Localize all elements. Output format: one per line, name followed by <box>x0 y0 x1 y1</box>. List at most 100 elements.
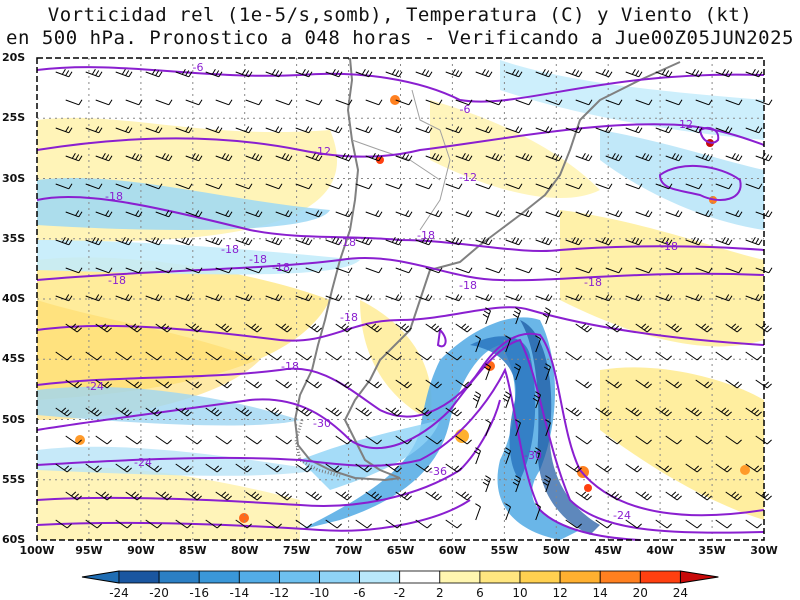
wind-barb <box>425 435 442 445</box>
wind-barb <box>715 294 733 302</box>
wind-barb <box>185 99 203 106</box>
lat-tick-label: 40S <box>2 292 26 305</box>
wind-barb <box>513 363 521 381</box>
wind-barb <box>265 183 283 190</box>
wind-barb <box>685 69 703 78</box>
wind-barb <box>205 294 223 302</box>
colorbar-tick-label: -16 <box>189 586 209 600</box>
wind-barb <box>305 267 323 274</box>
contour-label: -24 <box>86 380 104 393</box>
wind-barb <box>545 210 563 218</box>
wind-barb <box>655 237 673 246</box>
wind-barb <box>505 237 523 246</box>
wind-barb <box>715 69 733 78</box>
wind-barb <box>685 294 703 302</box>
wind-barb <box>305 379 322 389</box>
wind-barb <box>665 491 682 501</box>
wind-barb <box>295 463 312 473</box>
wind-barb <box>185 323 202 333</box>
wind-barb <box>145 237 163 246</box>
contour-label: -6 <box>460 103 471 116</box>
wind-barb <box>425 210 443 218</box>
wind-barb <box>175 69 193 78</box>
wind-barb <box>635 99 653 106</box>
wind-barb <box>325 519 342 529</box>
wind-barb <box>695 323 712 333</box>
wind-barb <box>355 407 372 417</box>
wind-barb <box>485 419 491 437</box>
colorbar-swatch <box>158 570 200 584</box>
wind-barb <box>365 379 382 389</box>
wind-barb <box>95 379 112 389</box>
wind-barb <box>145 183 163 190</box>
wind-barb <box>295 407 312 417</box>
wind-barb <box>325 69 343 78</box>
wind-barb <box>275 267 293 274</box>
wind-barb <box>755 99 773 106</box>
wind-barb <box>325 407 342 417</box>
contour-label: -18 <box>105 190 123 203</box>
wind-barb <box>305 210 323 218</box>
wind-barb <box>385 407 402 417</box>
wind-barb <box>745 519 762 529</box>
wind-barb <box>85 183 103 190</box>
wind-barb <box>125 153 143 162</box>
colorbar-tick-label: 2 <box>435 586 444 600</box>
wind-barb <box>155 210 173 218</box>
wind-barb <box>295 183 313 190</box>
wind-barb <box>95 153 113 162</box>
wind-barb <box>595 294 613 302</box>
wind-barb <box>95 323 112 333</box>
wind-barb <box>665 435 682 445</box>
colorbar-tick-label: -12 <box>269 586 290 600</box>
wind-barb <box>655 183 673 190</box>
wind-barb <box>535 503 541 521</box>
colorbar-tick-label: 12 <box>552 586 568 600</box>
contour-label: -36 <box>429 465 447 478</box>
wind-barb <box>365 491 382 501</box>
wind-barb <box>415 463 432 473</box>
wind-barb <box>445 126 463 134</box>
wind-barb <box>125 99 143 106</box>
wind-barb <box>295 294 313 302</box>
wind-barb <box>415 294 433 302</box>
wind-barb <box>605 99 623 106</box>
wind-barb <box>695 210 713 218</box>
wind-barb <box>445 183 463 190</box>
wind-barb <box>535 183 553 190</box>
lon-tick-label: 80W <box>230 544 259 557</box>
wind-barb <box>565 294 583 302</box>
wind-barb <box>725 379 742 389</box>
wind-barb <box>145 126 163 134</box>
wind-barb <box>125 379 142 389</box>
wind-barb <box>65 153 83 162</box>
wind-barb <box>685 519 702 529</box>
wind-barb <box>695 153 713 162</box>
wind-barb <box>235 463 252 473</box>
wind-barb <box>625 183 643 190</box>
wind-barb <box>725 153 743 162</box>
wind-barb <box>175 294 193 302</box>
wind-barb <box>695 435 712 445</box>
wind-barb <box>425 153 443 162</box>
wind-barb <box>235 69 253 78</box>
wind-barb <box>755 267 773 274</box>
wind-barb <box>715 126 733 134</box>
wind-barb <box>695 99 713 106</box>
wind-barb <box>385 294 403 302</box>
colorbar-swatch <box>118 570 160 584</box>
wind-barb <box>115 463 132 473</box>
colorbar-swatch <box>198 570 240 584</box>
wind-barb <box>295 237 313 246</box>
wind-barb <box>155 435 172 445</box>
wind-barb <box>265 126 283 134</box>
wind-barb <box>335 153 353 162</box>
wind-barb <box>215 323 232 333</box>
lat-tick-label: 45S <box>2 352 26 366</box>
wind-barb <box>755 323 772 333</box>
wind-barb <box>485 267 503 274</box>
wind-barb <box>185 491 202 501</box>
wind-barb <box>415 183 433 190</box>
wind-barb <box>665 99 683 106</box>
wind-barb <box>125 267 143 274</box>
